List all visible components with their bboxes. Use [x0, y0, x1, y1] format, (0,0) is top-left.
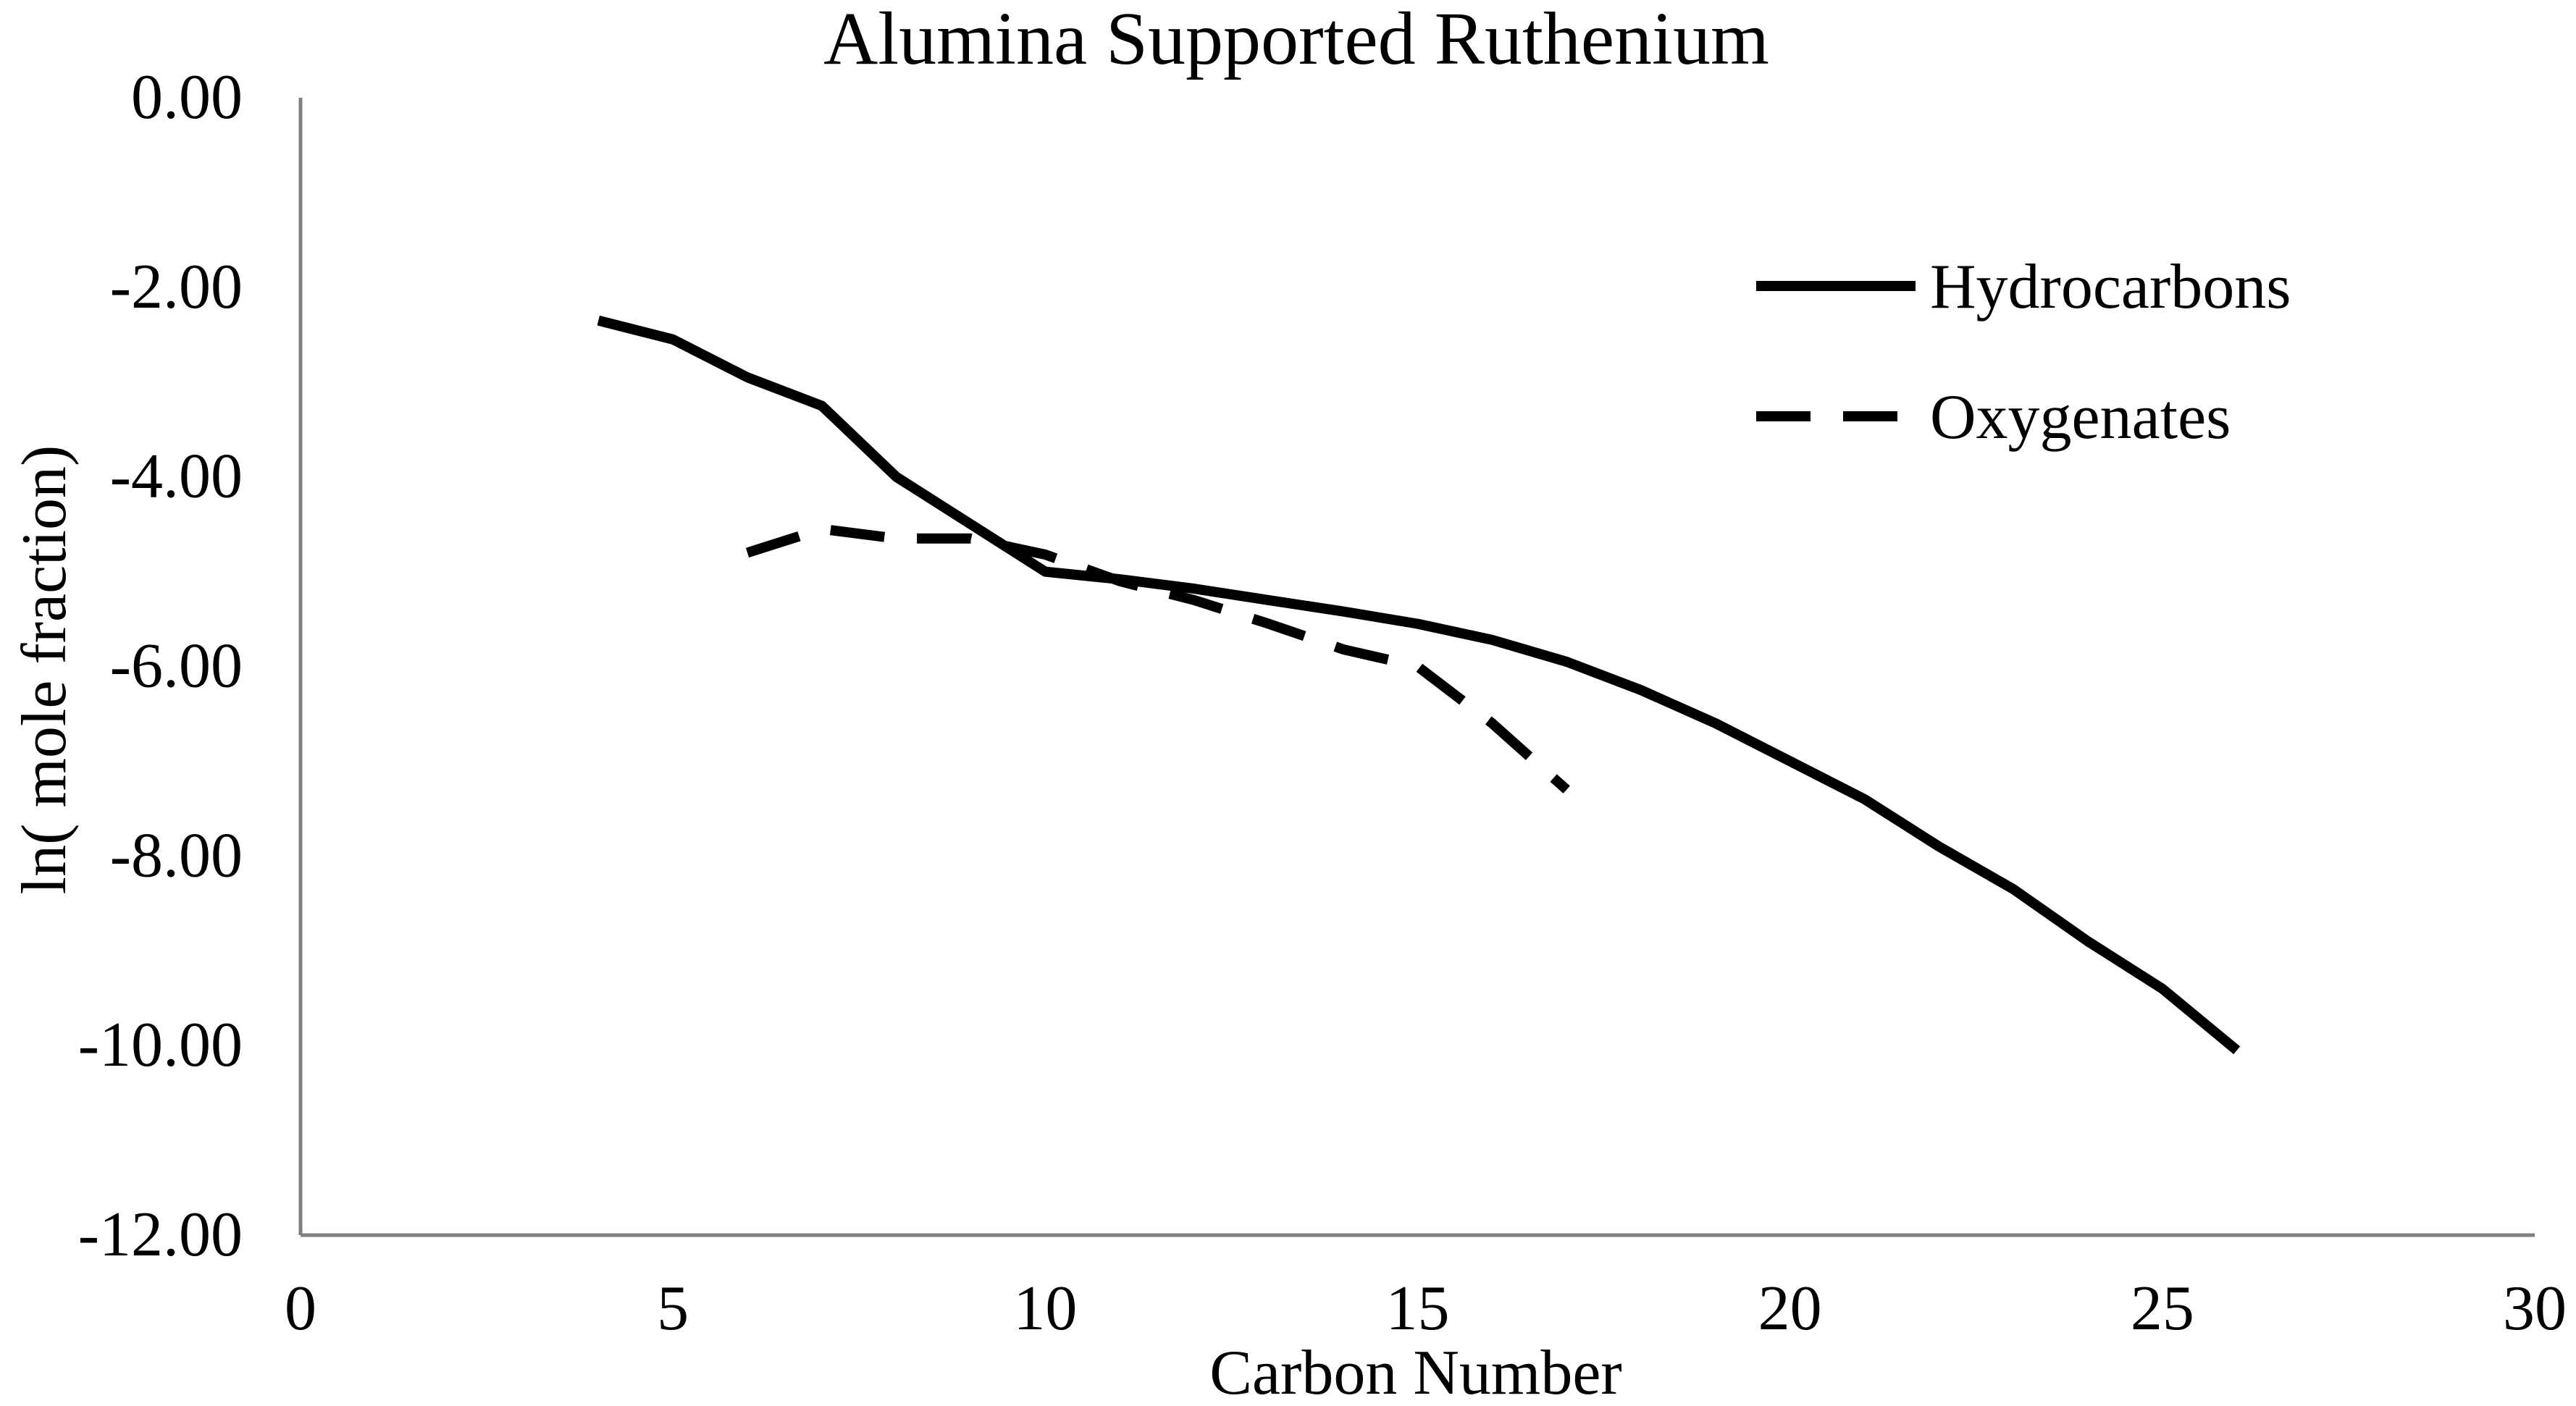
y-tick-label: -6.00 [110, 631, 243, 702]
y-tick-label: -8.00 [110, 820, 243, 891]
x-tick-label: 0 [285, 1274, 316, 1344]
x-tick-label: 20 [1758, 1274, 1822, 1344]
y-tick-label: -10.00 [78, 1010, 243, 1080]
axes [298, 98, 2535, 1237]
y-tick-label: -2.00 [110, 252, 243, 322]
series-line-hydrocarbons [597, 315, 2241, 1055]
x-tick-label: 15 [1386, 1274, 1450, 1344]
legend-label: Hydrocarbons [1930, 252, 2291, 322]
chart-title: Alumina Supported Ruthenium [823, 0, 1769, 80]
series-line-oxygenates [745, 523, 1570, 793]
x-tick-label: 5 [657, 1274, 689, 1344]
x-axis-tick-labels: 0 5 10 15 20 25 30 [285, 1274, 2567, 1344]
legend-label: Oxygenates [1930, 382, 2231, 452]
y-tick-label: -12.00 [78, 1200, 243, 1270]
y-tick-label: 0.00 [131, 62, 243, 132]
x-axis-title: Carbon Number [1209, 1338, 1621, 1406]
series-layer [597, 315, 2241, 1055]
y-axis-title: ln( mole fraction) [9, 445, 80, 895]
legend-item-oxygenates: Oxygenates [1756, 382, 2231, 452]
legend-item-hydrocarbons: Hydrocarbons [1756, 252, 2291, 322]
y-axis-tick-labels: 0.00 -2.00 -4.00 -6.00 -8.00 -10.00 -12.00 [78, 62, 243, 1270]
x-tick-label: 25 [2131, 1274, 2194, 1344]
y-tick-label: -4.00 [110, 442, 243, 512]
legend: Hydrocarbons Oxygenates [1756, 252, 2291, 452]
x-tick-label: 30 [2503, 1274, 2567, 1344]
x-tick-label: 10 [1013, 1274, 1077, 1344]
